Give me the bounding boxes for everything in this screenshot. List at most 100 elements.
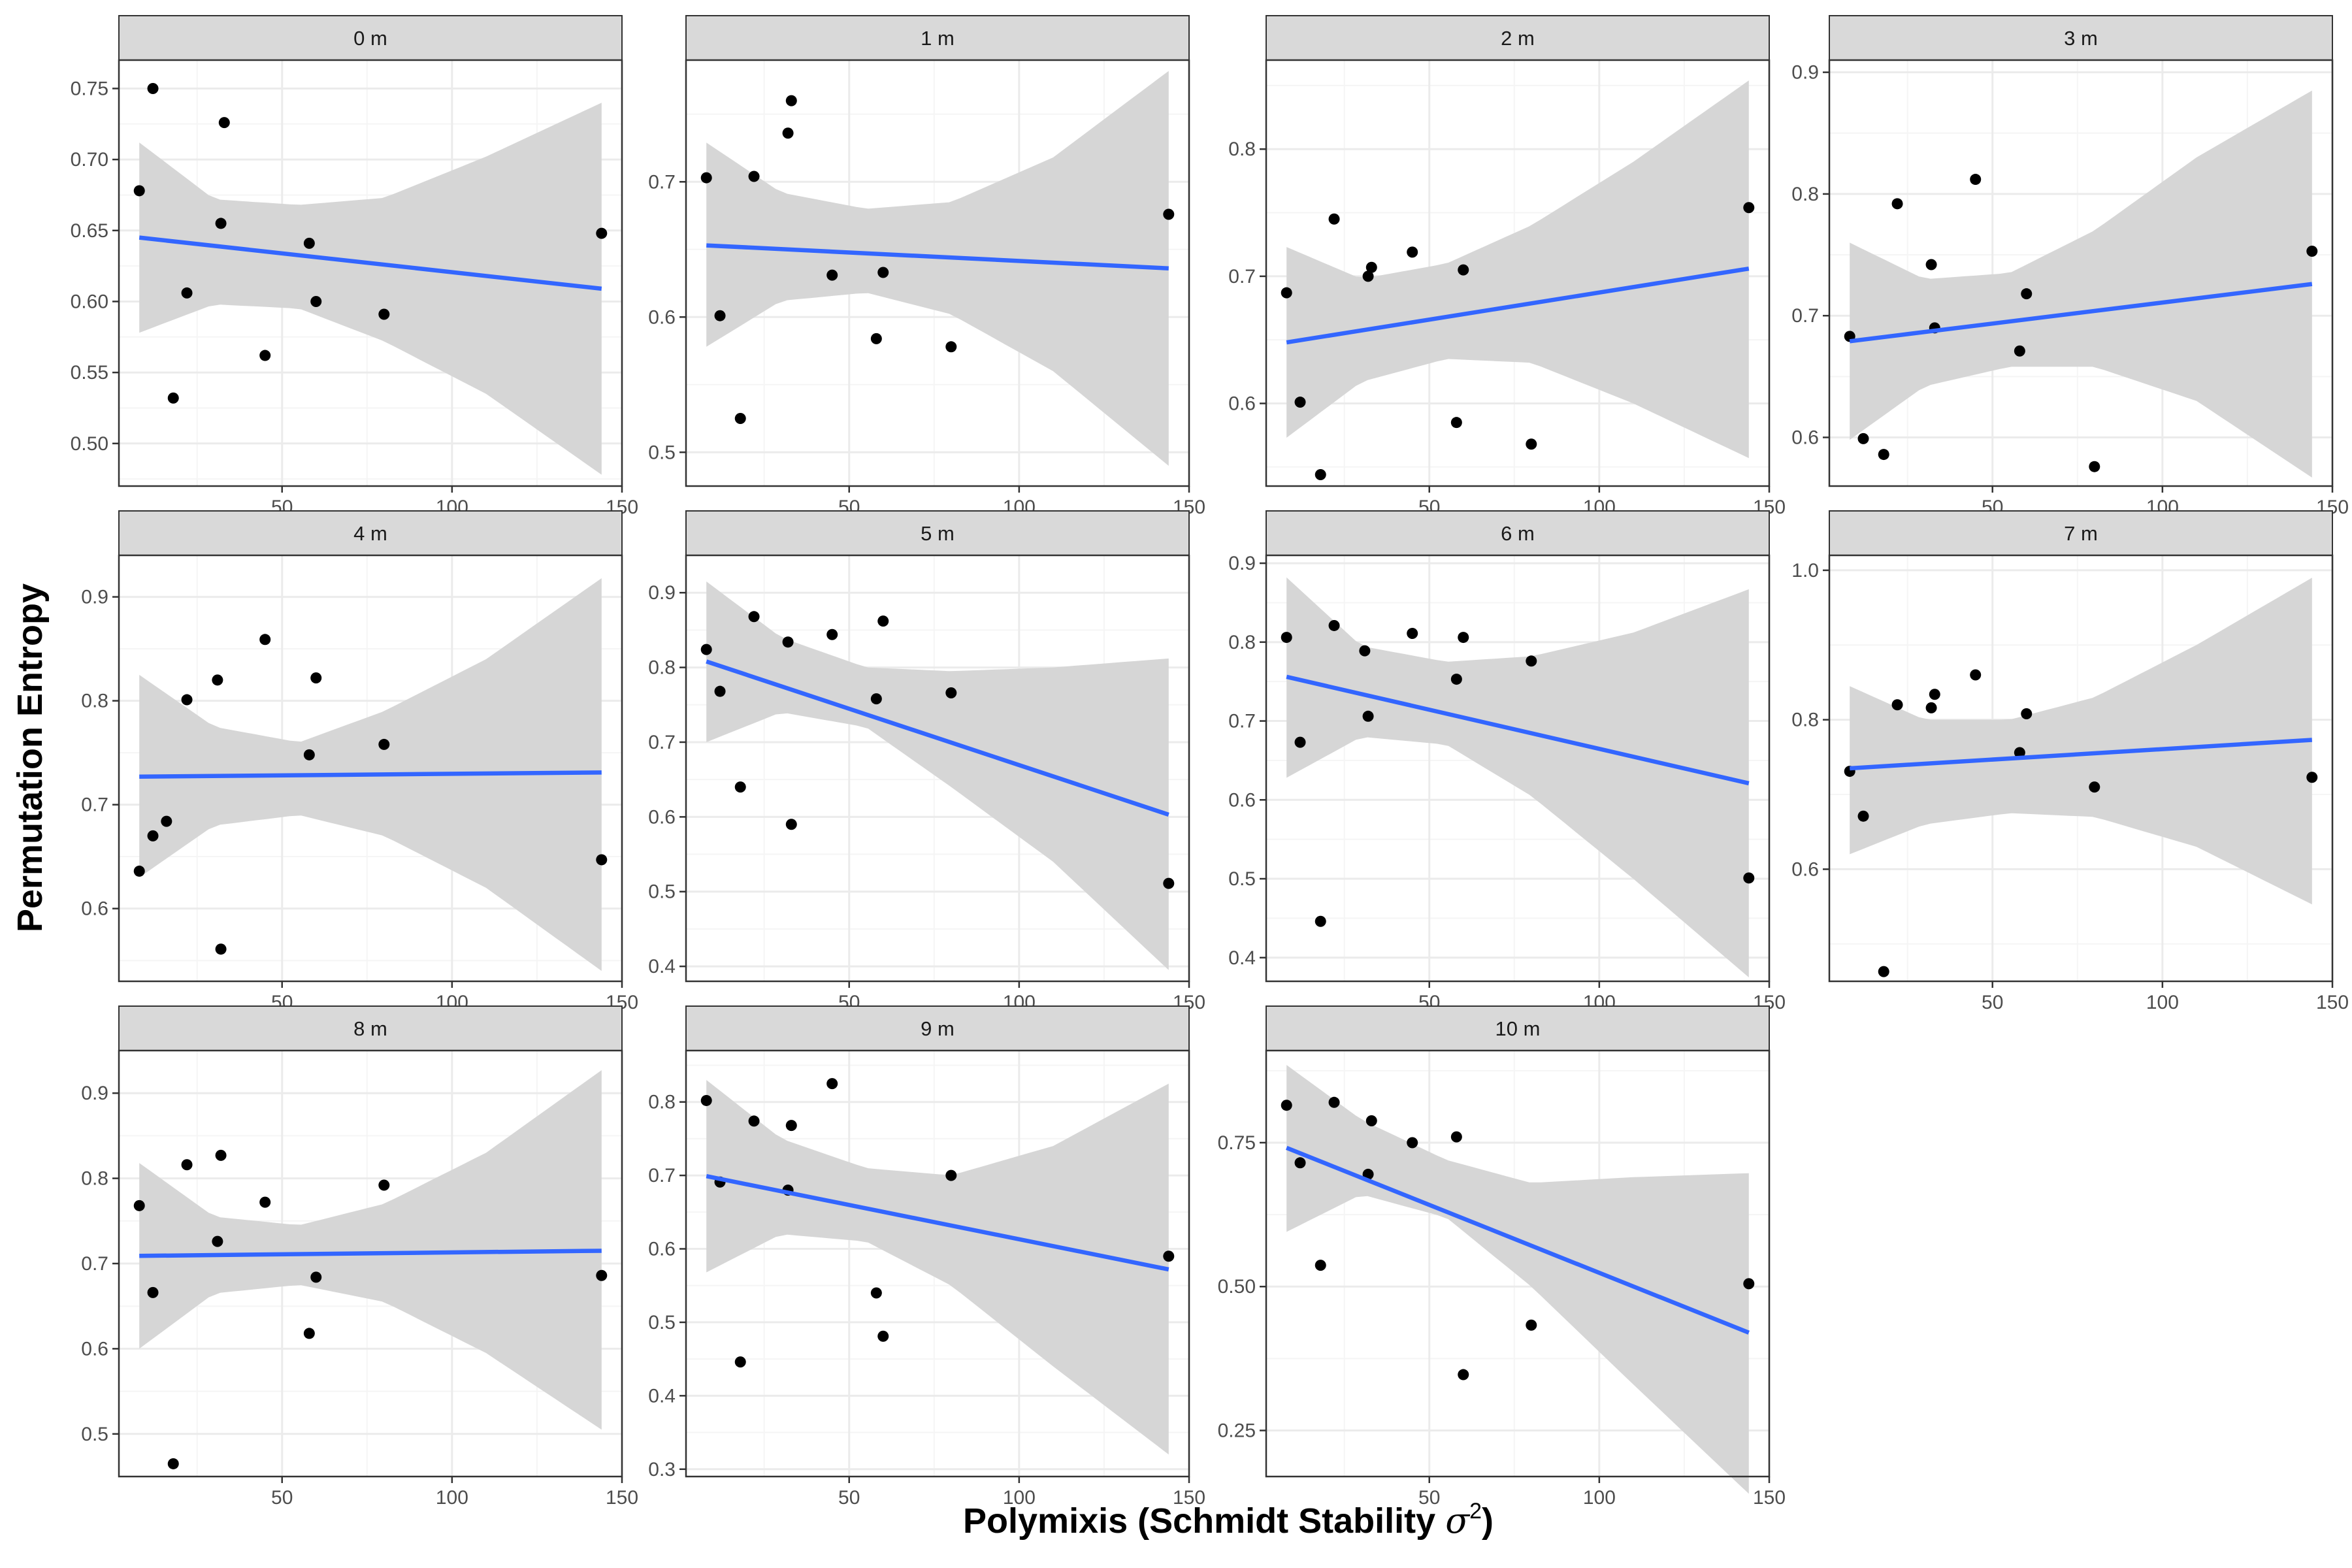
facet-strip-label: 3 m [2064,27,2098,50]
data-point [1163,1250,1175,1262]
data-point [714,310,726,321]
y-tick-label: 0.6 [1228,789,1256,811]
y-tick-label: 0.55 [71,362,108,384]
data-point [1281,1100,1292,1111]
facet-strip [1266,15,1770,61]
data-point [870,693,882,705]
data-point [1450,1131,1462,1143]
data-point [1970,669,1982,681]
data-point [945,1169,957,1181]
x-axis-title-symbol: σ [1445,1500,1471,1541]
x-tick-label: 100 [1583,1487,1616,1509]
facet-strip-label: 7 m [2064,522,2098,545]
y-tick-label: 0.50 [1218,1276,1256,1298]
data-point [1294,736,1306,748]
x-tick-label: 100 [1003,1487,1036,1509]
data-point [877,267,889,278]
data-point [785,819,797,830]
y-tick-label: 1.0 [1791,560,1819,581]
data-point [826,269,838,281]
data-point [161,815,172,827]
facet-strip [685,15,1190,61]
data-point [734,1356,746,1368]
facet-strip-label: 9 m [921,1017,955,1040]
data-point [167,1458,179,1469]
panel-border [118,59,623,487]
data-point [2021,288,2033,300]
data-point [870,333,882,344]
data-point [1458,264,1469,276]
data-point [378,738,390,750]
y-tick-label: 0.4 [648,1385,676,1407]
data-point [1362,710,1374,722]
data-point [1365,1115,1377,1126]
facet-strip [118,1005,623,1051]
data-point [1857,810,1869,822]
facet-strip-label: 5 m [921,522,955,545]
y-tick-label: 0.8 [81,691,108,712]
data-point [1526,655,1537,667]
confidence-ribbon [1850,578,2312,905]
data-point [2089,461,2100,472]
data-point [1315,915,1326,927]
y-tick-label: 0.6 [648,806,676,828]
data-point [1891,198,1903,210]
data-point [1925,702,1937,713]
regression-line [139,235,602,291]
facet-strip-label: 4 m [353,522,387,545]
confidence-ribbon [706,71,1169,466]
facet-strip-label: 2 m [1501,27,1535,50]
y-tick-label: 0.9 [81,1083,108,1104]
data-point [1294,397,1306,408]
data-point [1925,259,1937,270]
y-tick-label: 0.5 [1228,868,1256,890]
panel-border [1828,59,2334,487]
data-point [734,781,746,793]
data-point [2014,345,2025,357]
data-point [1163,877,1175,889]
data-point [1359,645,1371,657]
data-point [133,1200,145,1211]
data-point [147,830,159,841]
facet-panels: 0 m 50 100 150 0.50 0.55 0.60 0.65 0.70 0.75 1 m 50… [71,15,2349,1509]
data-point [714,685,726,697]
y-tick-label: 0.5 [648,442,676,463]
regression-line [706,243,1169,271]
data-point [826,629,838,640]
y-tick-label: 0.7 [648,1165,676,1186]
data-point [1281,287,1292,299]
x-tick-label: 150 [1173,1487,1205,1509]
data-point [310,672,322,684]
data-point [596,1269,608,1281]
y-tick-label: 0.7 [1791,305,1819,327]
y-tick-label: 0.8 [648,657,676,679]
y-tick-label: 0.9 [1791,62,1819,84]
data-point [596,227,608,239]
facet-panel: 10 m 50 100 150 0.25 0.50 0.75 [1218,1005,1786,1509]
y-tick-label: 0.7 [1228,266,1256,287]
data-point [303,749,315,760]
data-point [700,644,712,655]
data-point [1407,628,1418,640]
data-point [945,687,957,698]
data-point [782,636,794,648]
regression-line [1286,674,1750,786]
x-tick-label: 100 [436,1487,468,1509]
panel-border [118,554,623,983]
data-point [2014,747,2025,759]
data-point [877,615,889,627]
y-tick-label: 0.6 [1791,427,1819,448]
regression-line [1849,282,2313,344]
data-point [1294,1157,1306,1169]
facet-strip [118,15,623,61]
data-point [1315,468,1326,480]
facet-strip [1266,1005,1770,1051]
y-axis-title: Permutation Entropy [10,583,50,932]
y-tick-label: 0.8 [1791,710,1819,731]
data-point [303,1328,315,1339]
y-tick-label: 0.7 [648,171,676,193]
data-point [877,1330,889,1342]
y-tick-label: 0.7 [648,732,676,753]
